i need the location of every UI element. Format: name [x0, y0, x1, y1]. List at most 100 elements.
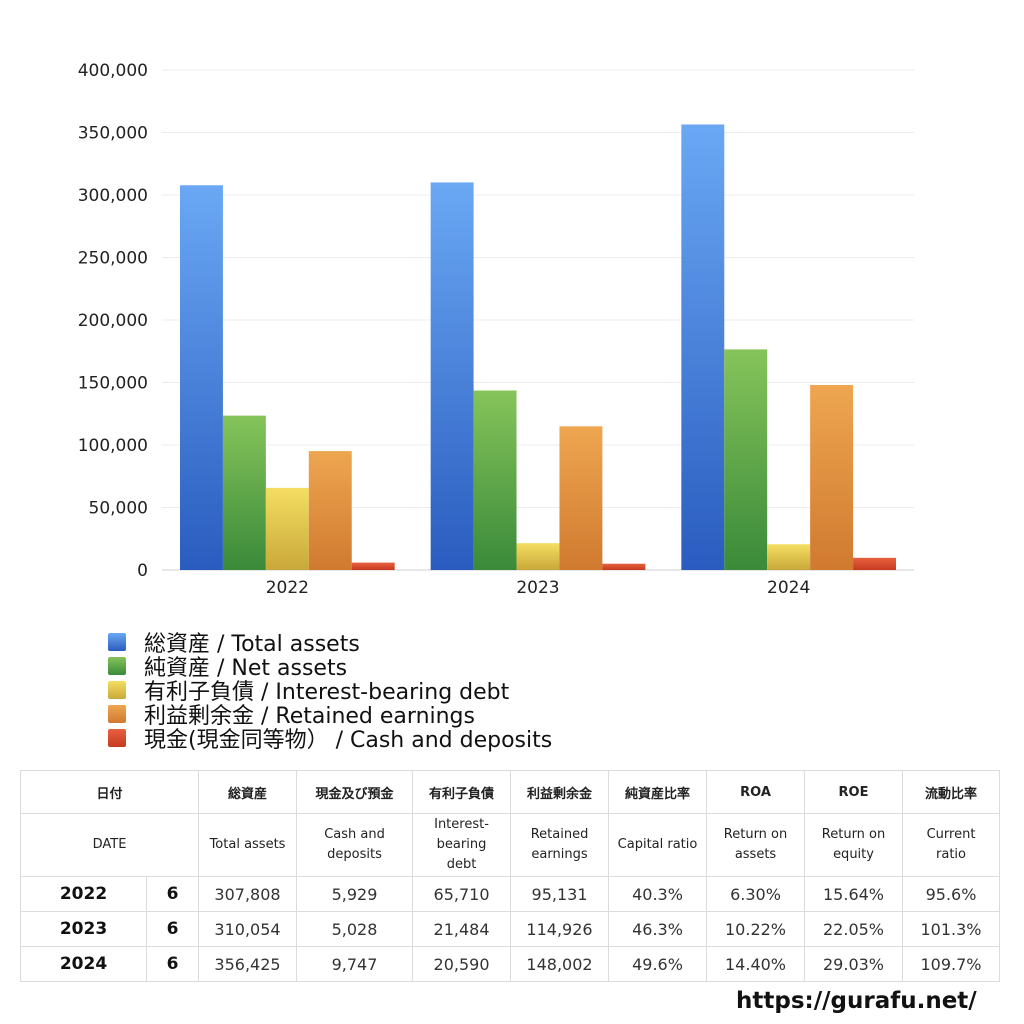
financial-table: 日付 総資産 現金及び預金 有利子負債 利益剰余金 純資産比率 ROA ROE … [19, 770, 1001, 982]
cell-month: 6 [145, 876, 200, 912]
cell-month: 6 [145, 946, 200, 982]
legend-item-retained-earnings: 利益剰余金 / Retained earnings [108, 702, 552, 729]
bar [351, 562, 395, 570]
header-en-total-assets: Total assets [198, 813, 298, 877]
header-jp-roa: ROA [706, 770, 806, 814]
cell-capital-ratio: 49.6% [608, 946, 708, 982]
header-en-date: DATE [19, 813, 200, 877]
cell-cash: 5,929 [296, 876, 414, 912]
table-row: 2023 6 310,054 5,028 21,484 114,926 46.3… [20, 911, 1001, 947]
x-tick-label: 2024 [767, 578, 810, 598]
y-tick-label: 50,000 [89, 499, 148, 519]
x-tick-label: 2023 [516, 578, 559, 598]
y-tick-label: 350,000 [78, 124, 148, 144]
y-tick-label: 100,000 [78, 436, 148, 456]
cell-roe: 22.05% [804, 911, 904, 947]
y-tick-label: 400,000 [78, 61, 148, 81]
bar [516, 543, 560, 570]
header-en-debt: Interest-bearing debt [412, 813, 512, 877]
legend-label-cash-and-deposits: 現金(現金同等物） / Cash and deposits [144, 728, 553, 753]
cell-roa: 6.30% [706, 876, 806, 912]
bar [681, 124, 725, 570]
cell-total-assets: 310,054 [198, 911, 298, 947]
cell-debt: 65,710 [412, 876, 512, 912]
legend: 総資産 / Total assets 純資産 / Net assets 有利子負… [108, 630, 552, 753]
table-row: 2024 6 356,425 9,747 20,590 148,002 49.6… [20, 946, 1001, 982]
header-jp-current-ratio: 流動比率 [902, 770, 1001, 814]
header-en-capital-ratio: Capital ratio [608, 813, 708, 877]
cell-roa: 10.22% [706, 911, 806, 947]
header-jp-date: 日付 [19, 770, 200, 814]
cell-cash: 9,747 [296, 946, 414, 982]
cell-retained: 95,131 [510, 876, 610, 912]
x-axis-ticks: 2022 2023 2024 [266, 578, 811, 598]
cell-year: 2023 [20, 911, 147, 947]
site-url: https://gurafu.net/ [736, 988, 977, 1014]
cell-capital-ratio: 46.3% [608, 911, 708, 947]
legend-item-interest-bearing-debt: 有利子負債 / Interest-bearing debt [108, 678, 552, 705]
y-tick-label: 250,000 [78, 249, 148, 269]
bar [810, 384, 854, 570]
bar [265, 487, 309, 570]
legend-swatch-retained-earnings [108, 705, 126, 723]
bar [430, 182, 474, 570]
header-en-roa: Return on assets [706, 813, 806, 877]
header-en-current-ratio: Current ratio [902, 813, 1001, 877]
bar [308, 451, 352, 570]
header-row-en: DATE Total assets Cash and deposits Inte… [19, 813, 1001, 877]
y-tick-label: 150,000 [78, 374, 148, 394]
header-en-roe: Return on equity [804, 813, 904, 877]
y-tick-label: 0 [137, 561, 148, 581]
legend-swatch-net-assets [108, 657, 126, 675]
cell-roe: 15.64% [804, 876, 904, 912]
legend-item-total-assets: 総資産 / Total assets [108, 630, 552, 657]
bar [724, 349, 768, 570]
cell-year: 2024 [20, 946, 147, 982]
cell-cash: 5,028 [296, 911, 414, 947]
cell-debt: 20,590 [412, 946, 512, 982]
legend-label-interest-bearing-debt: 有利子負債 / Interest-bearing debt [144, 680, 510, 705]
cell-roa: 14.40% [706, 946, 806, 982]
cell-year: 2022 [20, 876, 147, 912]
cell-retained: 114,926 [510, 911, 610, 947]
bar-chart: 0 50,000 100,000 150,000 200,000 250,000 300,0… [78, 61, 914, 598]
legend-label-retained-earnings: 利益剰余金 / Retained earnings [144, 704, 475, 729]
header-en-retained: Retained earnings [510, 813, 610, 877]
cell-debt: 21,484 [412, 911, 512, 947]
header-jp-capital-ratio: 純資産比率 [608, 770, 708, 814]
table-row: 2022 6 307,808 5,929 65,710 95,131 40.3%… [20, 876, 1001, 912]
cell-current-ratio: 95.6% [902, 876, 1001, 912]
legend-item-cash-and-deposits: 現金(現金同等物） / Cash and deposits [108, 726, 552, 753]
bar [559, 426, 603, 570]
legend-label-net-assets: 純資産 / Net assets [144, 656, 348, 681]
cell-retained: 148,002 [510, 946, 610, 982]
header-jp-roe: ROE [804, 770, 904, 814]
cell-total-assets: 307,808 [198, 876, 298, 912]
cell-current-ratio: 109.7% [902, 946, 1001, 982]
bar [767, 544, 811, 570]
legend-label-total-assets: 総資産 / Total assets [144, 632, 360, 657]
header-jp-total-assets: 総資産 [198, 770, 298, 814]
header-row-jp: 日付 総資産 現金及び預金 有利子負債 利益剰余金 純資産比率 ROA ROE … [19, 770, 1001, 814]
cell-roe: 29.03% [804, 946, 904, 982]
legend-swatch-total-assets [108, 633, 126, 651]
header-en-cash: Cash and deposits [296, 813, 414, 877]
legend-swatch-interest-bearing-debt [108, 681, 126, 699]
x-tick-label: 2022 [266, 578, 309, 598]
bar [602, 563, 646, 570]
y-tick-label: 200,000 [78, 311, 148, 331]
bars [180, 124, 896, 571]
y-tick-label: 300,000 [78, 186, 148, 206]
y-axis-ticks: 0 50,000 100,000 150,000 200,000 250,000 300,0… [78, 61, 148, 581]
legend-item-net-assets: 純資産 / Net assets [108, 654, 552, 681]
bar [473, 390, 517, 570]
header-jp-debt: 有利子負債 [412, 770, 512, 814]
bar [853, 557, 896, 570]
cell-current-ratio: 101.3% [902, 911, 1001, 947]
legend-swatch-cash-and-deposits [108, 729, 126, 747]
cell-total-assets: 356,425 [198, 946, 298, 982]
cell-capital-ratio: 40.3% [608, 876, 708, 912]
cell-month: 6 [145, 911, 200, 947]
header-jp-cash: 現金及び預金 [296, 770, 414, 814]
bar [180, 185, 223, 571]
